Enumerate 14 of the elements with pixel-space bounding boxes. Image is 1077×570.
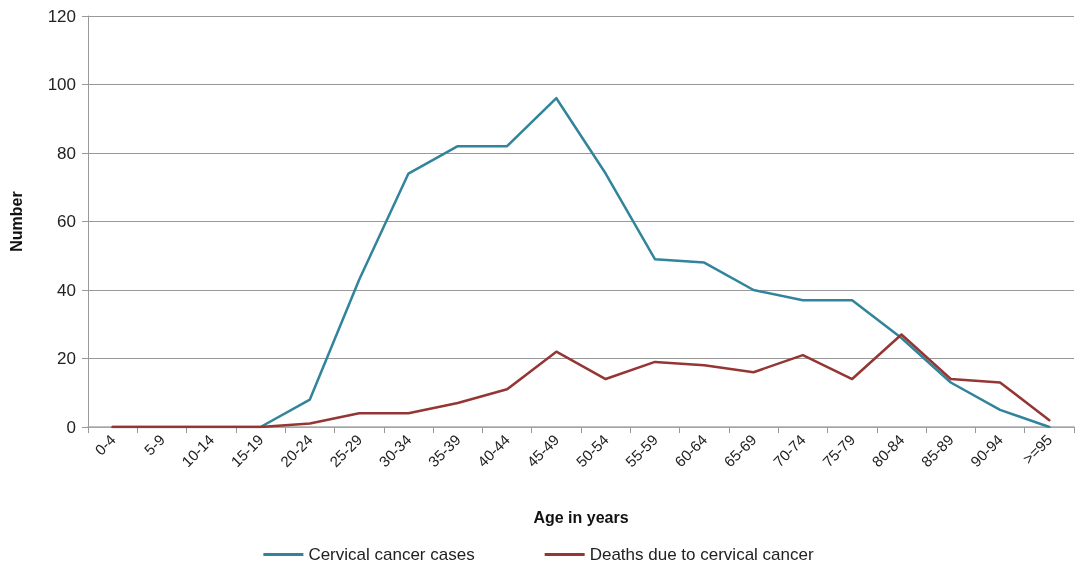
legend-label: Deaths due to cervical cancer — [589, 545, 814, 564]
y-tick-label: 60 — [57, 212, 76, 231]
y-tick-label: 120 — [47, 6, 76, 26]
x-tick-label: 0-4 — [91, 430, 119, 459]
y-tick-label: 80 — [57, 143, 76, 163]
legend-label: Cervical cancer cases — [308, 545, 475, 564]
x-tick-label: 5-9 — [140, 430, 168, 459]
y-tick-label: 40 — [57, 280, 76, 300]
y-tick-label: 20 — [57, 349, 76, 368]
y-tick-label: 100 — [47, 75, 76, 94]
x-axis-title: Age in years — [533, 508, 629, 526]
line-series — [111, 333, 1051, 429]
y-axis-title: Number — [7, 191, 25, 252]
y-tick-label: 0 — [66, 417, 76, 437]
